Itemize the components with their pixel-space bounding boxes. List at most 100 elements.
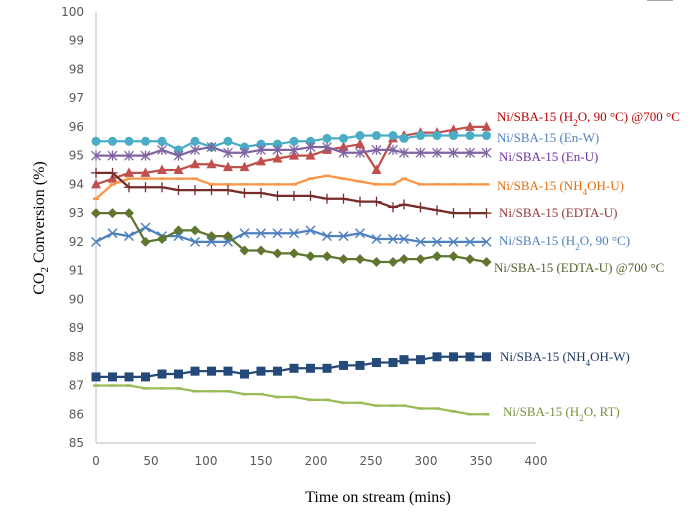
data-point-asterisk <box>107 150 118 161</box>
data-point-plus <box>415 202 426 213</box>
y-tick-label: 100 <box>61 5 84 19</box>
data-point-asterisk <box>140 150 151 161</box>
x-axis-title: Time on stream (mins) <box>305 489 451 506</box>
data-point-x <box>239 228 250 239</box>
x-tick-label: 200 <box>305 454 328 468</box>
data-point-circle <box>449 131 458 141</box>
data-point-square <box>322 363 332 373</box>
data-point-triangle <box>190 158 200 169</box>
data-point-diamond <box>173 225 184 236</box>
data-point-circle <box>339 133 348 143</box>
data-point-square <box>399 355 409 365</box>
data-point-triangle <box>481 121 492 131</box>
data-point-square <box>289 363 299 373</box>
data-point-circle <box>273 139 282 149</box>
y-tick-labels: 85 86 87 88 89 90 91 92 93 94 95 96 97 98 99 100 <box>61 5 84 450</box>
data-point-diamond <box>206 231 217 242</box>
y-axis-title: CO2 Conversion (%) <box>31 161 51 295</box>
data-point-circle <box>289 136 299 146</box>
data-point-x <box>415 236 426 247</box>
data-point-plus <box>107 167 118 178</box>
data-point-plus <box>355 196 365 207</box>
data-point-circle <box>432 131 442 141</box>
data-point-square <box>240 369 249 379</box>
data-point-x <box>481 236 492 247</box>
legend-label-ni-sba-15-h2o-rt: Ni/SBA-15 (H2O, RT) <box>503 404 620 423</box>
data-point-triangle <box>239 161 250 172</box>
data-point-diamond <box>256 245 266 256</box>
data-point-x <box>107 228 118 239</box>
series-ni-sba-15-en-u <box>91 142 492 161</box>
data-point-square <box>223 366 233 376</box>
data-point-circle <box>372 131 381 141</box>
data-point-triangle <box>173 164 184 175</box>
data-point-square <box>432 352 442 362</box>
data-point-triangle <box>91 178 101 189</box>
legend-label-subscript: 2 <box>575 242 580 252</box>
data-point-plus <box>448 208 459 219</box>
data-point-triangle <box>272 153 283 163</box>
data-point-circle <box>124 136 134 146</box>
data-point-x <box>189 236 201 247</box>
data-point-asterisk <box>239 147 250 158</box>
legend-label-ni-sba-15-edta-u: Ni/SBA-15 (EDTA-U) <box>499 205 617 220</box>
data-point-plus <box>157 182 167 193</box>
data-point-x <box>321 231 333 242</box>
data-point-circle <box>355 131 365 141</box>
data-point-plus <box>305 190 316 201</box>
data-point-square <box>157 369 167 379</box>
data-point-asterisk <box>173 150 184 161</box>
legend-label-part: Ni/SBA-15 (NH <box>500 349 586 364</box>
data-point-square <box>306 363 315 373</box>
x-tick-label: 350 <box>470 454 493 468</box>
data-point-asterisk <box>465 147 475 158</box>
legend-label-subscript: 4 <box>583 187 588 197</box>
data-point-square <box>416 355 425 365</box>
series-ni-sba-15-edta-u-700-c <box>91 208 492 267</box>
data-point-triangle <box>124 167 134 177</box>
data-point-triangle <box>355 138 365 149</box>
y-tick-label: 88 <box>69 350 84 364</box>
data-point-circle <box>416 131 425 141</box>
legend-label-ni-sba-15-h2o-90-c-700-c: Ni/SBA-15 (H2O, 90 °C) @700 °C <box>497 109 680 128</box>
data-point-diamond <box>124 208 134 219</box>
data-point-plus <box>322 193 332 204</box>
data-point-diamond <box>190 225 200 236</box>
data-point-plus <box>239 188 250 199</box>
data-point-circle <box>256 139 266 149</box>
data-point-diamond <box>338 254 349 265</box>
data-point-triangle <box>448 124 459 134</box>
legend-label-part: OH-U) <box>587 178 624 193</box>
x-tick-label: 150 <box>250 454 273 468</box>
data-point-x <box>387 233 399 245</box>
data-point-x <box>288 228 300 239</box>
data-point-triangle <box>140 167 151 177</box>
data-point-plus <box>190 185 200 196</box>
y-tick-label: 97 <box>69 91 84 105</box>
data-point-square <box>141 372 150 382</box>
legend-label-part: O, 90 °C) @700 °C <box>578 109 680 124</box>
legend-label-subscript: 4 <box>586 358 591 368</box>
y-tick-label: 87 <box>69 379 84 393</box>
data-point-square <box>174 369 183 379</box>
data-point-asterisk <box>256 144 266 155</box>
data-point-asterisk <box>305 142 316 153</box>
data-point-diamond <box>157 233 167 244</box>
data-point-triangle <box>305 150 316 160</box>
data-point-plus <box>173 185 184 196</box>
data-point-diamond <box>388 256 398 267</box>
data-point-asterisk <box>124 150 134 161</box>
data-point-circle <box>190 136 200 146</box>
x-tick-labels: 0 50 100 150 200 250 300 350 400 <box>92 454 547 468</box>
data-point-x <box>431 236 443 247</box>
data-point-square <box>355 360 365 370</box>
data-point-triangle <box>206 158 217 169</box>
data-point-plus <box>432 205 442 216</box>
y-tick-label: 99 <box>69 34 84 48</box>
y-axis-title-part: CO <box>31 273 48 295</box>
data-point-asterisk <box>206 142 217 153</box>
y-tick-label: 93 <box>69 206 84 220</box>
data-point-diamond <box>481 256 492 267</box>
legend-label-part: Ni/SBA-15 (H <box>497 109 573 124</box>
y-tick-label: 89 <box>69 321 84 335</box>
